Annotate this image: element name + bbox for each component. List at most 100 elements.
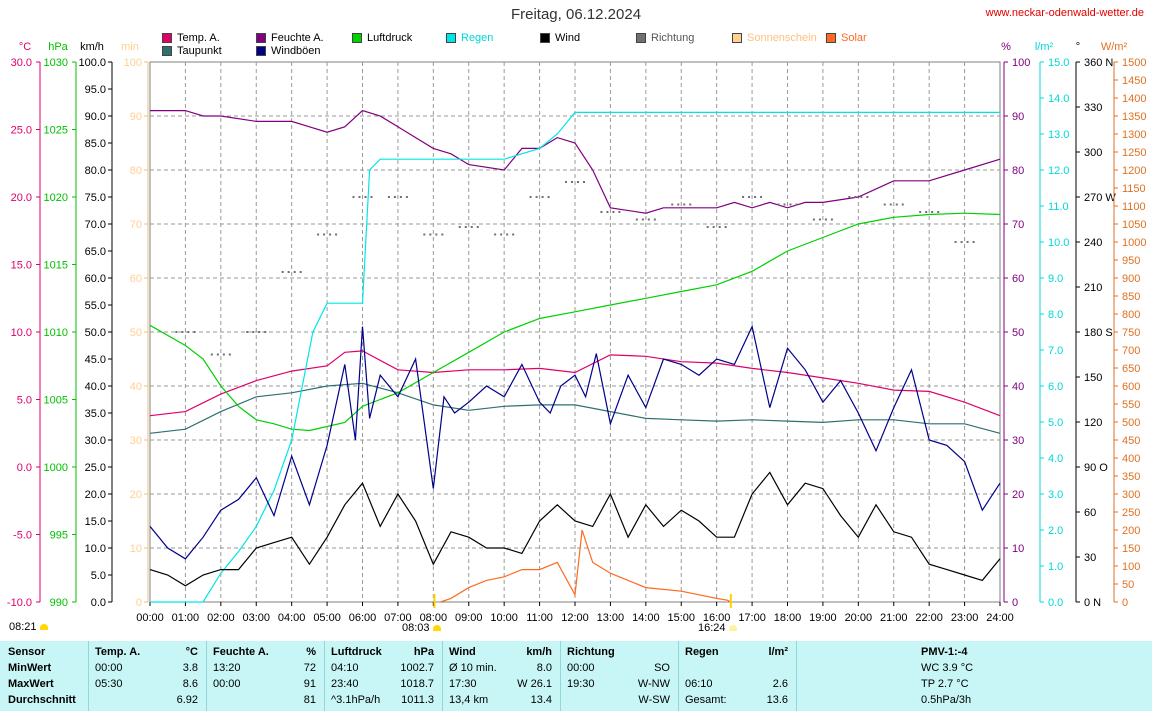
wind-tick-label: 55.0 bbox=[85, 300, 106, 312]
solar-tick-label: 850 bbox=[1122, 291, 1140, 303]
stat-time: 00:00 bbox=[95, 662, 123, 674]
stat-value: 1011.3 bbox=[401, 694, 434, 706]
stat-time: 17:30 bbox=[449, 678, 477, 690]
stat-value: SO bbox=[654, 662, 670, 674]
chart-title: Freitag, 06.12.2024 bbox=[510, 6, 642, 23]
direction-dot bbox=[393, 196, 396, 198]
stats-column: Luftdruck hPa 04:10 1002.7 23:40 1018.7 ^3.1hP… bbox=[324, 641, 443, 711]
humidity-tick-label: 50 bbox=[1012, 327, 1024, 339]
stats-column: PMV-1:-4 WC 3.9 °C TP 2.7 °C 0.5hPa/3h bbox=[796, 641, 1152, 711]
stat-value: 1002.7 bbox=[400, 662, 434, 674]
pressure-tick-label: 1025 bbox=[44, 125, 68, 137]
solar-tick-label: 1150 bbox=[1122, 183, 1146, 195]
direction-dot bbox=[830, 218, 833, 221]
direction-dot bbox=[181, 331, 184, 333]
direction-dot bbox=[571, 181, 573, 183]
humidity-tick-label: 10 bbox=[1012, 543, 1024, 555]
pressure-tick-label: 1005 bbox=[44, 395, 68, 407]
stat-value: 8.0 bbox=[536, 662, 552, 674]
rain-tick-label: 15.0 bbox=[1048, 57, 1069, 69]
sunrise-time: 08:21 bbox=[9, 621, 48, 633]
rain-tick-label: 9.0 bbox=[1048, 273, 1063, 285]
series-windb-en bbox=[149, 324, 1001, 560]
wind-tick-label: 40.0 bbox=[85, 381, 106, 393]
temp-tick-label: -10.0 bbox=[7, 597, 32, 609]
temp-tick-label: 30.0 bbox=[11, 57, 32, 69]
direction-dot bbox=[335, 233, 338, 236]
x-tick-label: 03:00 bbox=[242, 612, 270, 624]
column-unit: l/m² bbox=[768, 646, 788, 658]
wind-tick-label: 45.0 bbox=[85, 354, 106, 366]
direction-dot bbox=[860, 196, 863, 198]
solar-tick-label: 250 bbox=[1122, 507, 1140, 519]
direction-dot bbox=[405, 196, 408, 198]
legend-swatch bbox=[540, 33, 550, 43]
solar-tick-label: 350 bbox=[1122, 471, 1140, 483]
stat-time: Gesamt: bbox=[685, 694, 727, 706]
legend-label: Windböen bbox=[271, 45, 321, 57]
solar-tick-label: 600 bbox=[1122, 381, 1140, 393]
solar-tick-label: 1050 bbox=[1122, 219, 1146, 231]
stat-value: W-SW bbox=[638, 694, 670, 706]
direction-dot bbox=[777, 203, 780, 206]
x-tick-label: 16:00 bbox=[703, 612, 731, 624]
direction-dot bbox=[671, 203, 674, 206]
stat-time: ^3.1hPa/h bbox=[331, 694, 381, 706]
direction-dot bbox=[683, 203, 686, 206]
sun-icon bbox=[432, 625, 441, 631]
humidity-tick-label: 60 bbox=[1012, 273, 1024, 285]
direction-dot bbox=[866, 196, 869, 198]
solar-tick-label: 1350 bbox=[1122, 111, 1146, 123]
sunset-time: 16:24 bbox=[698, 622, 737, 634]
x-tick-label: 12:00 bbox=[561, 612, 589, 624]
solar-tick-label: 700 bbox=[1122, 345, 1140, 357]
column-unit: °C bbox=[185, 646, 198, 658]
x-tick-label: 06:00 bbox=[349, 612, 377, 624]
stats-column: Feuchte A.% 13:20 72 00:00 91 81 bbox=[206, 641, 325, 711]
humidity-tick-label: 30 bbox=[1012, 435, 1024, 447]
direction-dot bbox=[883, 203, 886, 206]
row-label: MinWert bbox=[8, 662, 52, 674]
x-tick-label: 23:00 bbox=[951, 612, 979, 624]
solar-tick-label: 1250 bbox=[1122, 147, 1146, 159]
legend-swatch bbox=[636, 33, 646, 43]
legend-label: Sonnenschein bbox=[747, 32, 817, 44]
temp-tick-label: 15.0 bbox=[11, 260, 32, 272]
pressure-tick-label: 990 bbox=[50, 597, 68, 609]
wind-tick-label: 5.0 bbox=[91, 570, 106, 582]
rain-tick-label: 13.0 bbox=[1048, 129, 1069, 141]
wind-tick-label: 25.0 bbox=[85, 462, 106, 474]
direction-dot bbox=[370, 196, 373, 198]
stat-value: 1018.7 bbox=[400, 678, 434, 690]
wind-tick-label: 65.0 bbox=[85, 246, 106, 258]
column-header: Wind bbox=[449, 646, 476, 658]
direction-dot bbox=[577, 181, 579, 183]
solar-tick-label: 50 bbox=[1122, 579, 1134, 591]
direction-dot bbox=[647, 218, 650, 221]
direction-dot bbox=[795, 203, 798, 206]
direction-tick-label: 270 W bbox=[1084, 192, 1116, 204]
stat-value: 81 bbox=[303, 694, 316, 706]
direction-dot bbox=[494, 233, 497, 236]
legend-item: Taupunkt bbox=[162, 45, 222, 57]
x-tick-label: 05:00 bbox=[313, 612, 341, 624]
stat-time: 00:00 bbox=[567, 662, 595, 674]
stat-value: W 26.1 bbox=[517, 678, 552, 690]
solar-tick-label: 1200 bbox=[1122, 165, 1146, 177]
series-temp-a- bbox=[149, 350, 1001, 417]
direction-dot bbox=[618, 211, 621, 213]
solar-tick-label: 800 bbox=[1122, 309, 1140, 321]
direction-dot bbox=[287, 271, 290, 273]
website-link[interactable]: www.neckar-odenwald-wetter.de bbox=[985, 7, 1144, 19]
column-header: PMV-1:-4 bbox=[921, 646, 968, 658]
series-taupunkt bbox=[149, 382, 1001, 434]
stat-value: 72 bbox=[303, 662, 316, 674]
wind-tick-label: 60.0 bbox=[85, 273, 106, 285]
legend-label: Taupunkt bbox=[177, 45, 222, 57]
direction-dot bbox=[293, 271, 296, 273]
sunshine-tick-label: 30 bbox=[130, 435, 142, 447]
stat-value: TP 2.7 °C bbox=[921, 678, 969, 690]
temp-tick-label: 25.0 bbox=[11, 125, 32, 137]
direction-dot bbox=[299, 271, 302, 273]
wind-unit-label: km/h bbox=[80, 41, 104, 53]
